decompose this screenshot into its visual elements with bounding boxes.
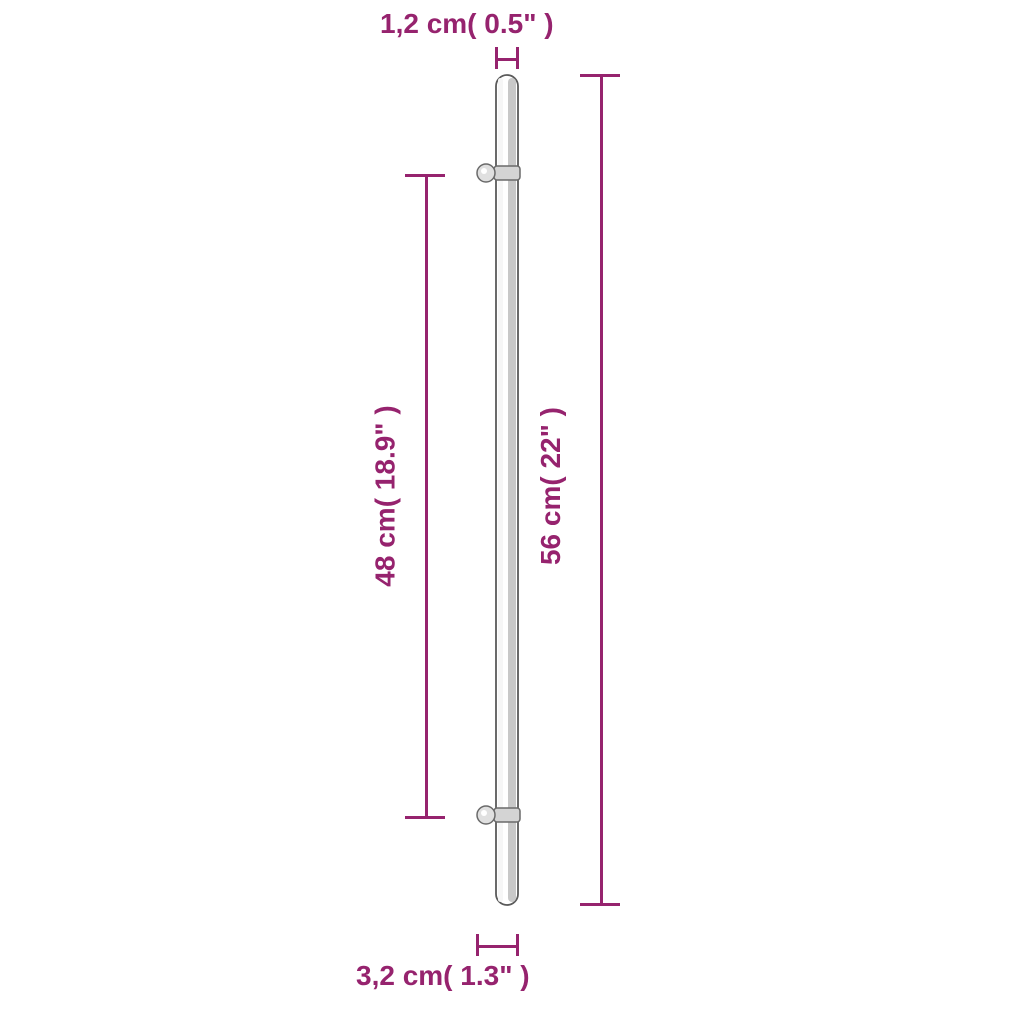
dim-depth-tick-l bbox=[476, 934, 479, 956]
dim-inner-line bbox=[425, 175, 428, 818]
dim-depth-label: 3,2 cm( 1.3" ) bbox=[356, 960, 530, 992]
dim-inner-label: 48 cm( 18.9" ) bbox=[370, 405, 402, 586]
dim-outer-tick-top bbox=[580, 74, 620, 77]
dim-inner-tick-bot bbox=[405, 816, 445, 819]
dim-diameter-line bbox=[496, 58, 518, 61]
diagram-canvas: 1,2 cm( 0.5" ) 48 cm( 18.9" ) 56 cm( 22"… bbox=[0, 0, 1024, 1024]
dim-depth-tick-r bbox=[516, 934, 519, 956]
dim-diameter-tick-l bbox=[495, 47, 498, 69]
dim-diameter-tick-r bbox=[516, 47, 519, 69]
dim-depth-line bbox=[477, 945, 518, 948]
dim-inner-tick-top bbox=[405, 174, 445, 177]
dim-outer-label: 56 cm( 22" ) bbox=[535, 407, 567, 565]
dim-outer-tick-bot bbox=[580, 903, 620, 906]
dim-diameter-label: 1,2 cm( 0.5" ) bbox=[380, 8, 554, 40]
dim-outer-line bbox=[600, 75, 603, 905]
